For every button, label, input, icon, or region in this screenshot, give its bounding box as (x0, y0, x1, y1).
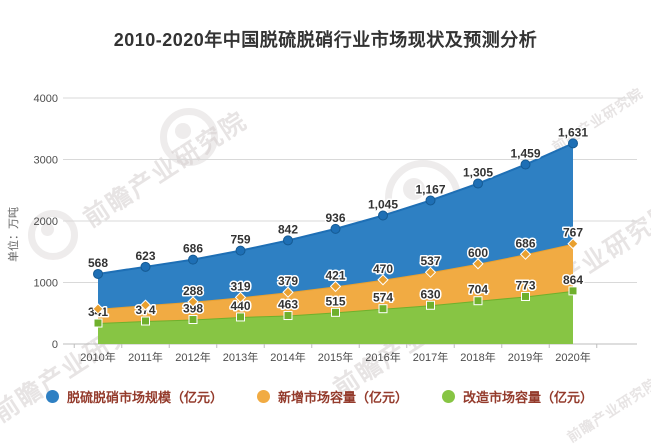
data-point-marker (283, 311, 293, 321)
data-point-marker (139, 299, 152, 311)
x-tick-label: 2020年 (555, 350, 590, 364)
legend-item-new-capacity: 新增市场容量（亿元） (257, 387, 408, 406)
data-point-marker (424, 266, 437, 278)
data-point-marker (92, 303, 104, 315)
data-label: 379 (278, 274, 298, 288)
data-point-marker (141, 316, 150, 326)
data-point-marker (283, 235, 293, 246)
series-area (98, 243, 573, 324)
data-label: 773 (515, 278, 535, 292)
data-label: 630 (420, 287, 440, 301)
legend-marker-green-icon (442, 390, 456, 403)
data-label: 288 (183, 284, 203, 298)
data-label: 440 (230, 299, 250, 313)
y-tick-label: 4000 (34, 93, 58, 105)
x-tick-label: 2015年 (318, 350, 353, 364)
data-point-marker (473, 178, 483, 189)
data-point-marker (329, 280, 342, 293)
data-label: 568 (88, 256, 108, 270)
y-tick-label: 1000 (34, 278, 58, 290)
x-tick-label: 2012年 (175, 350, 210, 364)
data-label: 515 (325, 294, 345, 308)
x-tick-label: 2011年 (128, 350, 163, 364)
data-label: 421 (325, 268, 345, 282)
series-area (98, 143, 573, 309)
data-label: 1,305 (463, 166, 493, 180)
data-label: 1,045 (368, 198, 398, 212)
data-point-marker (93, 318, 103, 328)
data-label: 574 (373, 291, 393, 305)
y-tick-label: 0 (52, 339, 58, 351)
chart-title: 2010-2020年中国脱硫脱硝行业市场现状及预测分析 (113, 30, 538, 50)
data-label: 686 (515, 236, 535, 250)
data-label: 767 (563, 226, 583, 240)
data-label: 1,167 (415, 182, 445, 196)
data-label: 537 (420, 254, 440, 268)
data-point-marker (234, 291, 247, 303)
data-label: 1,631 (558, 125, 588, 139)
data-point-marker (235, 245, 246, 256)
data-point-marker (472, 258, 484, 270)
data-point-marker (520, 159, 531, 170)
data-label: 842 (278, 222, 298, 236)
x-tick-label: 2014年 (270, 350, 305, 364)
chart-plot: 0 1000 2000 3000 4000 2010年 2011年 2012年 2013年 201… (6, 93, 637, 364)
data-point-marker (521, 291, 530, 301)
data-point-marker (568, 286, 578, 296)
data-point-marker (330, 223, 341, 234)
data-label: 936 (325, 211, 345, 225)
data-label: 319 (230, 279, 250, 293)
y-tick-label: 3000 (34, 155, 58, 167)
chart-legend: 脱硫脱硝市场规模（亿元） 新增市场容量（亿元） 改造市场容量（亿元） (46, 387, 593, 406)
legend-marker-blue-icon (46, 390, 59, 403)
data-point-marker (93, 268, 103, 279)
legend-item-market-size: 脱硫脱硝市场规模（亿元） (46, 387, 223, 406)
data-label: 463 (278, 298, 298, 312)
y-axis-unit-label: 单位：万吨 (6, 207, 20, 262)
data-label: 1,459 (510, 147, 540, 161)
data-point-marker (425, 195, 436, 206)
data-point-marker (187, 296, 199, 308)
x-tick-label: 2013年 (223, 350, 258, 364)
data-label: 864 (563, 273, 583, 287)
x-tick-label: 2019年 (508, 350, 543, 364)
data-point-marker (188, 315, 198, 325)
legend-marker-orange-icon (257, 390, 271, 403)
data-point-marker (568, 138, 578, 149)
data-point-marker (331, 307, 340, 317)
data-point-marker (188, 254, 198, 265)
x-tick-label: 2016年 (365, 350, 400, 364)
x-tick-label: 2018年 (460, 350, 495, 364)
legend-label: 脱硫脱硝市场规模（亿元） (67, 390, 224, 405)
data-point-marker (282, 286, 294, 298)
data-point-marker (377, 274, 389, 286)
data-point-marker (473, 296, 483, 306)
data-label: 600 (468, 246, 488, 260)
legend-label: 新增市场容量（亿元） (278, 390, 409, 405)
data-point-marker (236, 312, 245, 322)
data-label: 470 (373, 262, 393, 276)
data-label: 704 (468, 283, 488, 297)
data-point-marker (378, 210, 388, 221)
x-tick-label: 2010年 (80, 350, 115, 364)
data-label: 686 (183, 242, 203, 256)
chart-page: 前瞻产业研究院 前瞻产业研究院 前瞻产业研究院 前瞻产业研究院 前瞻产业研究院 … (0, 30, 651, 446)
series-area (98, 290, 573, 344)
legend-label: 改造市场容量（亿元） (463, 390, 594, 405)
data-label: 759 (230, 233, 250, 247)
legend-item-retrofit-capacity: 改造市场容量（亿元） (442, 387, 593, 406)
y-tick-label: 2000 (34, 216, 58, 228)
data-point-marker (426, 300, 435, 310)
data-point-marker (519, 248, 532, 260)
data-label: 623 (135, 249, 155, 263)
x-tick-label: 2017年 (413, 350, 448, 364)
data-point-marker (140, 261, 151, 272)
data-label: 398 (183, 302, 203, 316)
data-point-marker (378, 304, 388, 314)
data-point-marker (567, 238, 579, 250)
